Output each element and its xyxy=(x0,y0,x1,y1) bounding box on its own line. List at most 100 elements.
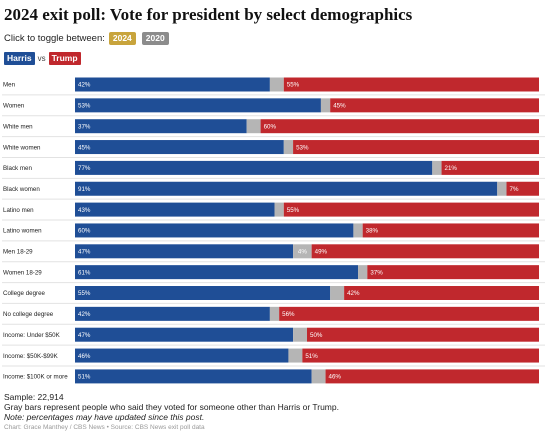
other-bar xyxy=(311,369,326,384)
other-bar xyxy=(269,77,284,92)
trump-value-label: 21% xyxy=(445,165,458,172)
harris-bar xyxy=(75,77,270,92)
trump-bar xyxy=(330,98,539,113)
harris-value-label: 53% xyxy=(78,103,91,110)
row-label: Men 18-29 xyxy=(3,249,33,256)
other-bar xyxy=(246,119,261,134)
harris-value-label: 60% xyxy=(78,228,91,235)
harris-bar xyxy=(75,160,433,175)
trump-bar xyxy=(441,160,539,175)
bar-chart: Men 42% 55% Women 53% 45% White men 37% 60% White… xyxy=(2,77,545,384)
harris-value-label: 43% xyxy=(78,207,91,214)
harris-value-label: 91% xyxy=(78,186,91,193)
trump-bar xyxy=(307,327,539,342)
harris-bar xyxy=(75,369,312,384)
harris-bar xyxy=(75,119,247,134)
chart-credit: Chart: Grace Manthey / CBS News • Source… xyxy=(4,424,205,431)
row-label: Black women xyxy=(3,186,40,193)
trump-value-label: 60% xyxy=(264,123,277,130)
harris-bar xyxy=(75,223,354,238)
row-label: Latino women xyxy=(3,228,42,235)
other-bar xyxy=(288,348,303,363)
harris-value-label: 42% xyxy=(78,82,91,89)
row-label: Men xyxy=(3,82,16,89)
toggle-prompt: Click to toggle between: xyxy=(4,32,105,44)
trump-bar xyxy=(367,265,539,280)
harris-bar xyxy=(75,348,289,363)
harris-bar xyxy=(75,306,270,321)
row-label: College degree xyxy=(3,290,46,297)
trump-value-label: 46% xyxy=(329,374,342,381)
legend-vs: vs xyxy=(37,54,46,63)
harris-bar xyxy=(75,181,498,196)
row-label: White women xyxy=(3,144,41,151)
row-label: Income: $50K-$99K xyxy=(3,353,59,360)
trump-bar xyxy=(302,348,539,363)
other-bar xyxy=(432,160,442,175)
trump-value-label: 55% xyxy=(287,207,300,214)
trump-value-label: 49% xyxy=(315,249,328,256)
legend-harris: Harris xyxy=(4,52,35,65)
row-label: Income: $100K or more xyxy=(3,374,68,381)
other-bar xyxy=(353,223,363,238)
row-label: Women 18-29 xyxy=(3,269,42,276)
toggle-2020-button[interactable]: 2020 xyxy=(141,31,169,45)
other-bar xyxy=(330,286,345,300)
harris-bar xyxy=(75,98,321,113)
row-label: Income: Under $50K xyxy=(3,332,61,339)
harris-value-label: 46% xyxy=(78,353,91,360)
other-bar xyxy=(358,265,368,280)
harris-bar xyxy=(75,286,331,300)
harris-bar xyxy=(75,140,284,155)
row-label: Black men xyxy=(3,165,32,172)
footer: Sample: 22,914 Gray bars represent peopl… xyxy=(4,392,544,433)
other-bar xyxy=(293,244,312,259)
harris-value-label: 45% xyxy=(78,144,91,151)
other-bar xyxy=(274,202,284,217)
harris-value-label: 37% xyxy=(78,123,91,130)
trump-value-label: 45% xyxy=(333,103,346,110)
row-label: Women xyxy=(3,103,25,110)
trump-bar xyxy=(362,223,539,238)
trump-value-label: 37% xyxy=(370,269,383,276)
legend-trump: Trump xyxy=(48,52,81,65)
trump-value-label: 50% xyxy=(310,332,323,339)
trump-bar xyxy=(325,369,539,384)
row-label: Latino men xyxy=(3,207,34,214)
trump-bar xyxy=(260,119,539,134)
gray-bar-note: Gray bars represent people who said they… xyxy=(4,402,339,412)
trump-bar xyxy=(283,202,539,217)
harris-bar xyxy=(75,244,294,259)
harris-value-label: 61% xyxy=(78,269,91,276)
toggle-2024-button[interactable]: 2024 xyxy=(108,31,136,45)
harris-value-label: 55% xyxy=(78,290,91,297)
other-bar xyxy=(497,181,507,196)
other-bar xyxy=(293,327,307,342)
chart-title: 2024 exit poll: Vote for president by se… xyxy=(4,5,413,24)
other-bar xyxy=(269,306,280,321)
harris-bar xyxy=(75,327,294,342)
harris-value-label: 47% xyxy=(78,332,91,339)
row-label: No college degree xyxy=(3,311,54,318)
update-note: Note: percentages may have updated since… xyxy=(4,412,205,422)
trump-bar xyxy=(311,244,539,259)
trump-bar xyxy=(293,140,539,155)
trump-value-label: 42% xyxy=(347,290,360,297)
trump-bar xyxy=(506,181,539,196)
harris-value-label: 47% xyxy=(78,249,91,256)
trump-value-label: 56% xyxy=(282,311,295,318)
trump-bar xyxy=(279,306,539,321)
trump-value-label: 7% xyxy=(510,186,519,193)
harris-value-label: 77% xyxy=(78,165,91,172)
trump-bar xyxy=(344,286,539,300)
harris-value-label: 42% xyxy=(78,311,91,318)
harris-bar xyxy=(75,265,359,280)
year-toggle: Click to toggle between: 2024 2020 xyxy=(4,31,175,45)
legend: Harris vs Trump xyxy=(4,52,81,65)
sample-size: Sample: 22,914 xyxy=(4,392,64,402)
other-bar xyxy=(320,98,331,113)
harris-value-label: 51% xyxy=(78,374,91,381)
trump-bar xyxy=(283,77,539,92)
harris-bar xyxy=(75,202,275,217)
other-value-label: 4% xyxy=(298,249,307,256)
